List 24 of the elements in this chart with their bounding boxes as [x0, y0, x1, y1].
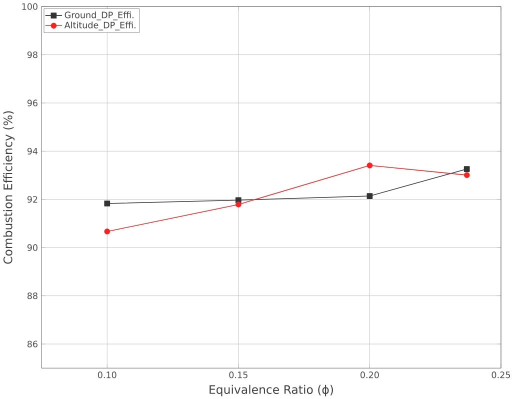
y-tick-label: 92: [27, 196, 38, 202]
legend-label: Altitude_DP_Effi.: [64, 21, 136, 30]
point: [464, 172, 470, 178]
x-axis-title: Equivalence Ratio (ϕ): [210, 384, 333, 396]
point: [104, 200, 110, 206]
point: [235, 196, 242, 203]
y-tick-label: 94: [27, 148, 38, 154]
y-tick-label: 100: [22, 3, 38, 10]
x-tick-label: 0.10: [98, 371, 116, 378]
point: [464, 166, 470, 172]
y-tick-label: 98: [27, 51, 38, 58]
y-axis-title: Combustion Efficiency (%): [3, 110, 15, 264]
y-tick-label: 96: [27, 99, 38, 106]
legend-label: Ground_DP_Effi.: [64, 11, 134, 20]
x-tick-label: 0.20: [360, 371, 379, 378]
y-tick-label: 86: [27, 340, 38, 348]
point: [366, 192, 373, 199]
point: [366, 162, 373, 168]
point: [104, 228, 110, 234]
y-tick-label: 88: [27, 292, 38, 299]
point: [235, 201, 242, 208]
x-tick-label: 0.25: [492, 371, 510, 378]
x-tick-label: 0.15: [229, 371, 248, 378]
y-tick-label: 90: [27, 244, 38, 251]
